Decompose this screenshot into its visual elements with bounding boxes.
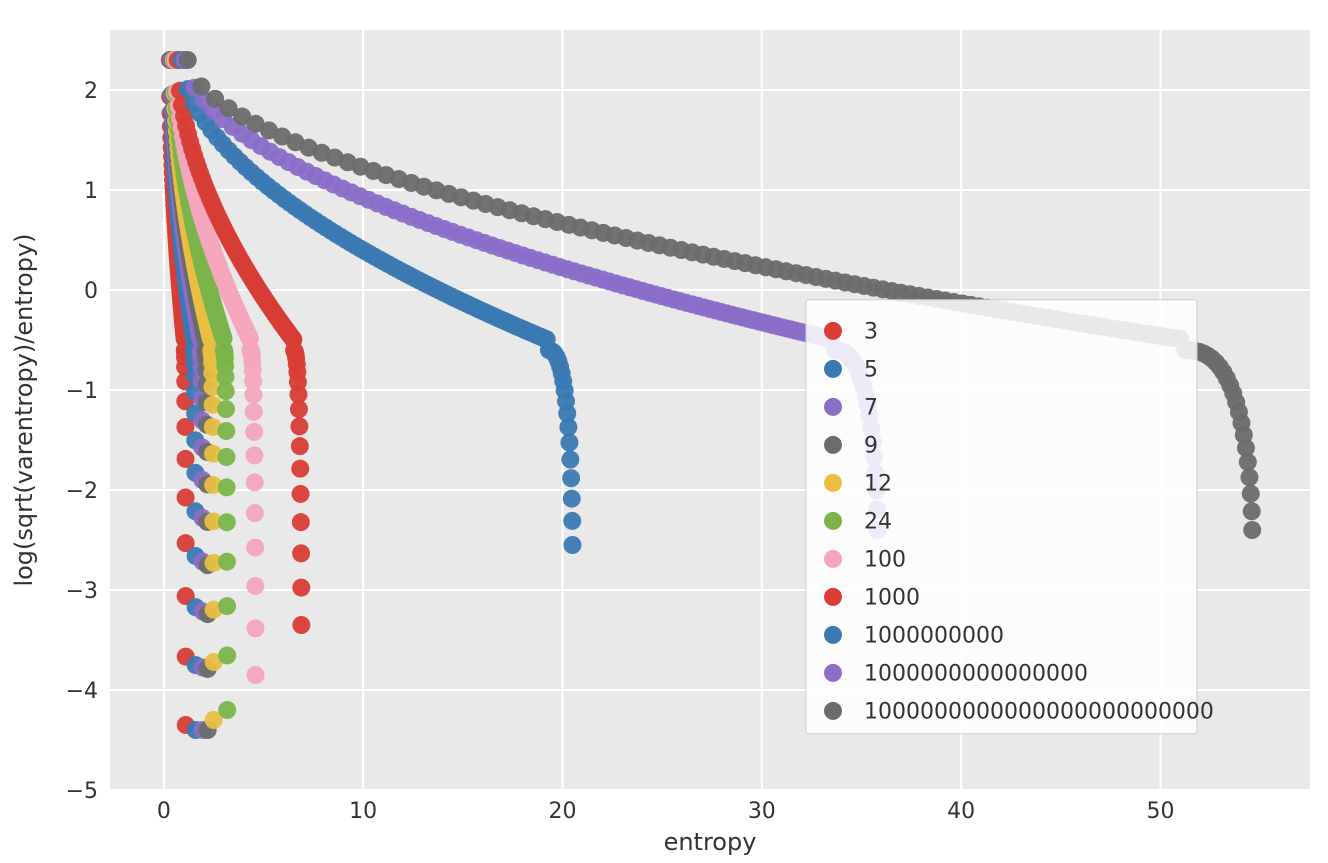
data-point: [292, 579, 310, 597]
data-point: [563, 536, 581, 554]
legend-label: 12: [864, 472, 892, 497]
data-point: [218, 597, 236, 615]
x-tick-label: 40: [947, 799, 975, 824]
legend-label: 1000000000000000000000000: [864, 700, 1214, 725]
legend-marker: [824, 702, 842, 720]
data-point: [218, 553, 236, 571]
data-point: [218, 513, 236, 531]
legend-marker: [824, 626, 842, 644]
data-point: [246, 504, 264, 522]
legend-marker: [824, 436, 842, 454]
y-axis-label: log(sqrt(varentropy)/entropy): [10, 233, 38, 586]
legend-marker: [824, 588, 842, 606]
data-point: [563, 512, 581, 530]
data-point: [1243, 502, 1261, 520]
data-point: [246, 577, 264, 595]
data-point: [292, 544, 310, 562]
x-tick-label: 10: [349, 799, 377, 824]
x-tick-label: 0: [157, 799, 171, 824]
legend-label: 9: [864, 434, 878, 459]
data-point: [559, 418, 577, 436]
y-tick-label: 0: [84, 279, 98, 304]
data-point: [245, 423, 263, 441]
data-point: [217, 400, 235, 418]
legend-marker: [824, 360, 842, 378]
legend-label: 3: [864, 320, 878, 345]
data-point: [246, 619, 264, 637]
x-tick-label: 50: [1146, 799, 1174, 824]
legend-marker: [824, 398, 842, 416]
x-tick-label: 30: [748, 799, 776, 824]
y-tick-label: −1: [66, 379, 98, 404]
legend-marker: [824, 664, 842, 682]
legend-label: 100: [864, 548, 906, 573]
data-point: [217, 382, 235, 400]
data-point: [217, 448, 235, 466]
x-tick-label: 20: [548, 799, 576, 824]
data-point: [218, 701, 236, 719]
chart-container: 01020304050−5−4−3−2−1012entropylog(sqrt(…: [0, 0, 1328, 863]
data-point: [218, 646, 236, 664]
legend-label: 24: [864, 510, 892, 535]
legend-marker: [824, 322, 842, 340]
data-point: [244, 386, 262, 404]
data-point: [560, 434, 578, 452]
data-point: [245, 403, 263, 421]
data-point: [1243, 521, 1261, 539]
data-point: [179, 51, 197, 69]
legend-marker: [824, 512, 842, 530]
data-point: [192, 77, 210, 95]
data-point: [561, 451, 579, 469]
y-tick-label: −2: [66, 479, 98, 504]
data-point: [246, 473, 264, 491]
y-tick-label: 1: [84, 179, 98, 204]
legend-marker: [824, 550, 842, 568]
y-tick-label: −3: [66, 579, 98, 604]
y-tick-label: −5: [66, 779, 98, 804]
data-point: [217, 422, 235, 440]
data-point: [563, 490, 581, 508]
data-point: [1242, 485, 1260, 503]
legend-label: 5: [864, 358, 878, 383]
data-point: [290, 400, 308, 418]
legend-marker: [824, 474, 842, 492]
data-point: [1239, 453, 1257, 471]
data-point: [1240, 468, 1258, 486]
data-point: [290, 417, 308, 435]
data-point: [291, 437, 309, 455]
scatter-chart: 01020304050−5−4−3−2−1012entropylog(sqrt(…: [0, 0, 1328, 863]
data-point: [292, 485, 310, 503]
data-point: [246, 539, 264, 557]
legend-label: 7: [864, 396, 878, 421]
legend-label: 1000: [864, 586, 920, 611]
data-point: [292, 513, 310, 531]
data-point: [218, 478, 236, 496]
legend: 3 5 7 9 12 24 100 1000 1000000000 100000000000000…: [806, 300, 1214, 734]
data-point: [291, 460, 309, 478]
x-axis-label: entropy: [664, 828, 757, 856]
y-tick-label: 2: [84, 79, 98, 104]
data-point: [245, 446, 263, 464]
data-point: [247, 666, 265, 684]
y-tick-label: −4: [66, 679, 98, 704]
legend-label: 1000000000000000: [864, 662, 1088, 687]
data-point: [562, 469, 580, 487]
legend-label: 1000000000: [864, 624, 1004, 649]
data-point: [292, 616, 310, 634]
